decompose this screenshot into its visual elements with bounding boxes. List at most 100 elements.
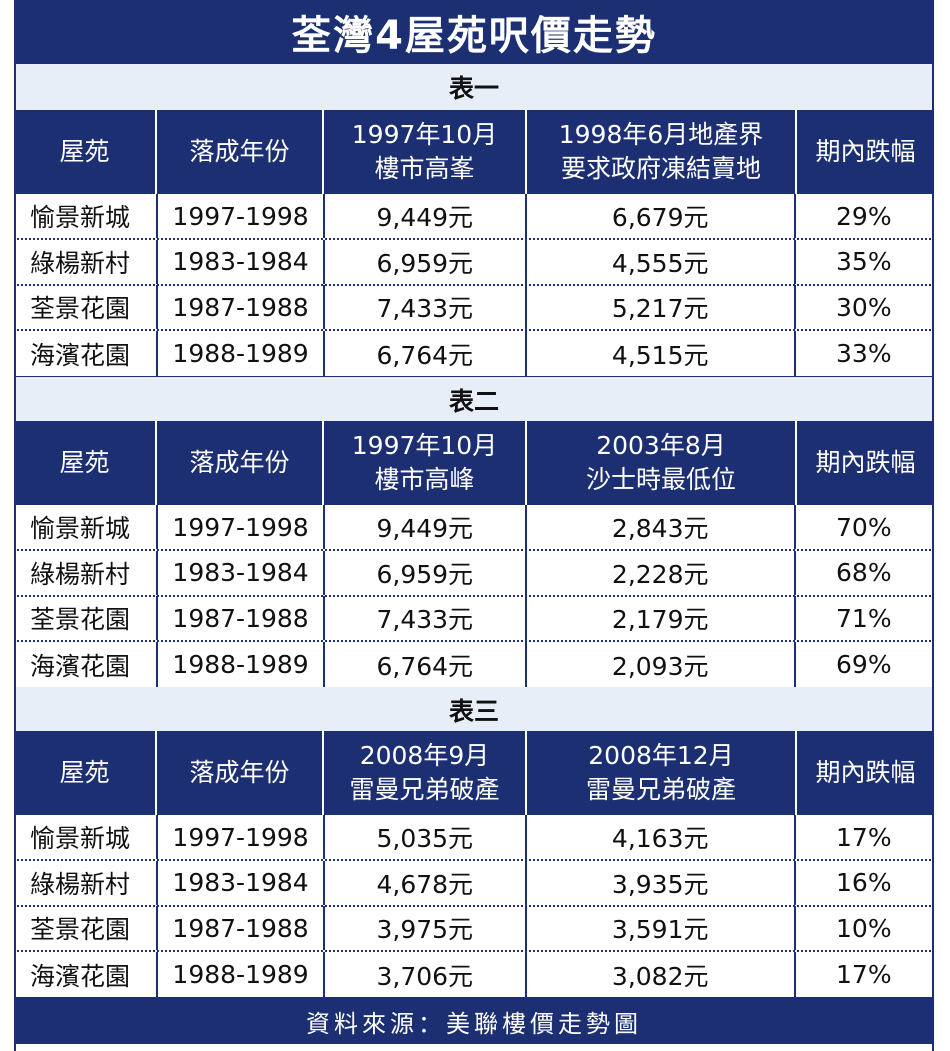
decline-percent-cell: 10% bbox=[836, 913, 892, 943]
source-note: 資料來源：美聯樓價走勢圖 bbox=[306, 1009, 642, 1038]
header-period-2-line-2: 雷曼兄弟破產 bbox=[585, 775, 736, 804]
header-completion: 落成年份 bbox=[157, 110, 324, 194]
header-period-2-line-1: 2003年8月 bbox=[596, 431, 726, 460]
estate-cell: 海濱花園 bbox=[16, 330, 159, 377]
price-period-2-cell: 4,515元 bbox=[527, 330, 796, 377]
table-row: 綠楊新村 1983-1984 4,678元 3,935元 16% bbox=[14, 860, 934, 907]
header-period-2-line-2: 要求政府凍結賣地 bbox=[560, 154, 761, 183]
header-period-2-line-1: 1998年6月地產界 bbox=[558, 120, 764, 149]
header-period-1: 1997年10月 樓市高峰 bbox=[324, 421, 527, 505]
title-bar: 荃灣4屋苑呎價走勢 bbox=[14, 0, 934, 64]
price-period-1-cell: 6,764元 bbox=[325, 330, 527, 377]
estate-cell: 荃景花園 bbox=[16, 285, 159, 329]
table-row: 愉景新城 1997-1998 9,449元 6,679元 29% bbox=[14, 194, 934, 240]
table-row: 綠楊新村 1983-1984 6,959元 4,555元 35% bbox=[14, 239, 934, 286]
table-row: 海濱花園 1988-1989 6,764元 2,093元 69% bbox=[14, 641, 934, 688]
table-row: 綠楊新村 1983-1984 6,959元 2,228元 68% bbox=[14, 550, 934, 597]
header-period-2: 2003年8月 沙士時最低位 bbox=[527, 421, 797, 505]
table-2-header: 屋苑 落成年份 1997年10月 樓市高峰 2003年8月 沙士時最低位 期內跌幅 bbox=[14, 421, 934, 505]
header-period-2-line-2: 沙士時最低位 bbox=[585, 465, 736, 494]
price-period-2-cell: 2,843元 bbox=[527, 505, 796, 549]
header-period-1: 2008年9月 雷曼兄弟破產 bbox=[324, 731, 527, 815]
table-2-title: 表二 bbox=[448, 387, 499, 416]
price-period-1-cell: 9,449元 bbox=[325, 505, 527, 549]
price-period-1-cell: 6,764元 bbox=[325, 641, 527, 688]
estate-cell: 綠楊新村 bbox=[16, 860, 159, 905]
price-period-2-cell: 2,228元 bbox=[527, 550, 796, 595]
estate-cell: 海濱花園 bbox=[16, 641, 159, 688]
header-estate: 屋苑 bbox=[14, 731, 157, 815]
decline-percent-cell: 16% bbox=[836, 868, 892, 897]
table-1-title: 表一 bbox=[448, 74, 499, 103]
table-3-header: 屋苑 落成年份 2008年9月 雷曼兄弟破產 2008年12月 雷曼兄弟破產 期內跌… bbox=[14, 731, 934, 815]
header-estate: 屋苑 bbox=[14, 110, 157, 194]
header-period-1: 1997年10月 樓市高峯 bbox=[324, 110, 527, 194]
header-change: 期內跌幅 bbox=[815, 448, 916, 477]
header-period-1-line-1: 1997年10月 bbox=[351, 120, 498, 149]
table-row: 海濱花園 1988-1989 6,764元 4,515元 33% bbox=[14, 330, 934, 377]
table-row: 荃景花園 1987-1988 3,975元 3,591元 10% bbox=[14, 906, 934, 952]
table-1-header: 屋苑 落成年份 1997年10月 樓市高峯 1998年6月地產界 要求政府凍結賣地 … bbox=[14, 110, 934, 194]
decline-percent-cell: 17% bbox=[836, 960, 892, 989]
completion-year-cell: 1997-1998 bbox=[158, 194, 325, 238]
decline-percent-cell: 71% bbox=[836, 603, 892, 633]
price-period-1-cell: 3,975元 bbox=[325, 906, 527, 950]
header-period-1-line-2: 樓市高峯 bbox=[374, 154, 475, 183]
header-period-2-line-1: 2008年12月 bbox=[588, 741, 734, 770]
header-period-1-line-1: 1997年10月 bbox=[351, 431, 498, 460]
price-period-2-cell: 4,555元 bbox=[527, 239, 796, 284]
decline-percent-cell: 17% bbox=[836, 822, 892, 852]
table-row: 愉景新城 1997-1998 9,449元 2,843元 70% bbox=[14, 505, 934, 551]
decline-percent-cell: 29% bbox=[836, 201, 892, 231]
header-period-2: 1998年6月地產界 要求政府凍結賣地 bbox=[527, 110, 797, 194]
decline-percent-cell: 35% bbox=[836, 247, 892, 276]
completion-year-cell: 1983-1984 bbox=[158, 860, 325, 905]
header-period-1-line-2: 樓市高峰 bbox=[374, 465, 475, 494]
price-period-2-cell: 3,082元 bbox=[527, 951, 796, 998]
price-period-2-cell: 6,679元 bbox=[527, 194, 796, 238]
decline-percent-cell: 69% bbox=[836, 650, 892, 679]
table-3-title: 表三 bbox=[448, 697, 499, 726]
price-period-1-cell: 6,959元 bbox=[325, 239, 527, 284]
table-3-caption: 表三 bbox=[14, 687, 934, 733]
source-bar: 資料來源：美聯樓價走勢圖 bbox=[14, 998, 934, 1044]
header-period-2: 2008年12月 雷曼兄弟破產 bbox=[527, 731, 797, 815]
completion-year-cell: 1983-1984 bbox=[158, 239, 325, 284]
table-row: 海濱花園 1988-1989 3,706元 3,082元 17% bbox=[14, 951, 934, 998]
table-row: 愉景新城 1997-1998 5,035元 4,163元 17% bbox=[14, 815, 934, 861]
header-completion: 落成年份 bbox=[157, 421, 324, 505]
price-period-2-cell: 4,163元 bbox=[527, 815, 796, 859]
table-row: 荃景花園 1987-1988 7,433元 5,217元 30% bbox=[14, 285, 934, 331]
header-completion: 落成年份 bbox=[157, 731, 324, 815]
price-period-2-cell: 5,217元 bbox=[527, 285, 796, 329]
header-change: 期內跌幅 bbox=[815, 758, 916, 787]
completion-year-cell: 1997-1998 bbox=[158, 505, 325, 549]
completion-year-cell: 1997-1998 bbox=[158, 815, 325, 859]
estate-cell: 荃景花園 bbox=[16, 906, 159, 950]
price-period-1-cell: 6,959元 bbox=[325, 550, 527, 595]
header-period-1-line-1: 2008年9月 bbox=[359, 741, 490, 770]
completion-year-cell: 1988-1989 bbox=[158, 330, 325, 377]
estate-cell: 綠楊新村 bbox=[16, 550, 159, 595]
decline-percent-cell: 33% bbox=[836, 339, 892, 368]
decline-percent-cell: 70% bbox=[836, 512, 892, 542]
estate-cell: 愉景新城 bbox=[16, 194, 159, 238]
price-period-1-cell: 3,706元 bbox=[325, 951, 527, 998]
completion-year-cell: 1988-1989 bbox=[158, 951, 325, 998]
table-1-caption: 表一 bbox=[14, 64, 934, 110]
table-2-caption: 表二 bbox=[14, 377, 934, 423]
price-period-1-cell: 5,035元 bbox=[325, 815, 527, 859]
price-period-2-cell: 3,591元 bbox=[527, 906, 796, 950]
estate-cell: 愉景新城 bbox=[16, 815, 159, 859]
estate-cell: 荃景花園 bbox=[16, 596, 159, 640]
completion-year-cell: 1987-1988 bbox=[158, 285, 325, 329]
price-period-1-cell: 7,433元 bbox=[325, 285, 527, 329]
estate-cell: 綠楊新村 bbox=[16, 239, 159, 284]
completion-year-cell: 1988-1989 bbox=[158, 641, 325, 688]
estate-cell: 海濱花園 bbox=[16, 951, 159, 998]
completion-year-cell: 1983-1984 bbox=[158, 550, 325, 595]
estate-cell: 愉景新城 bbox=[16, 505, 159, 549]
header-change: 期內跌幅 bbox=[815, 137, 916, 166]
completion-year-cell: 1987-1988 bbox=[158, 906, 325, 950]
price-period-1-cell: 9,449元 bbox=[325, 194, 527, 238]
